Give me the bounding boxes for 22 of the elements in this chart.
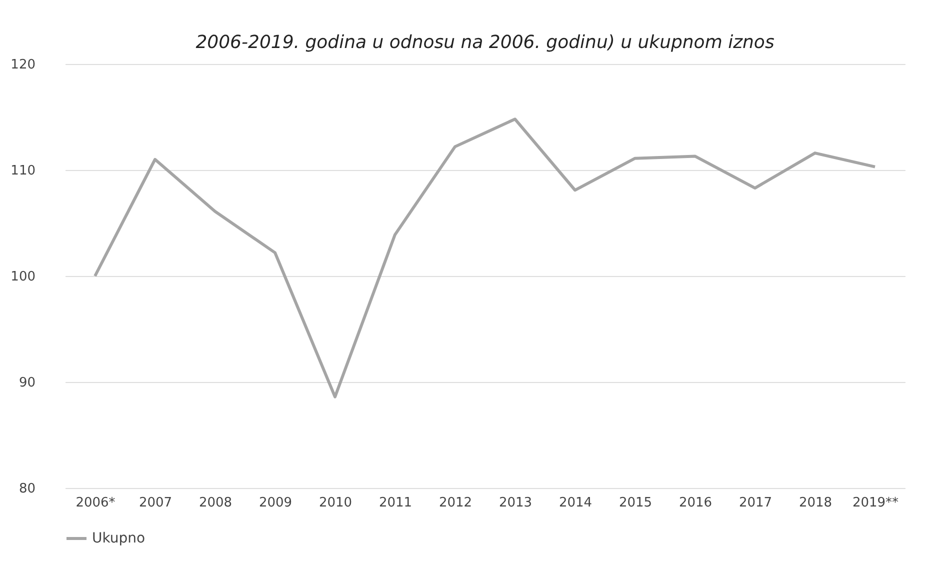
y-tick-label: 80 <box>18 482 36 496</box>
x-tick-label: 2011 <box>378 496 412 510</box>
x-tick-label: 2012 <box>438 496 472 510</box>
x-tick-label: 2015 <box>618 496 652 510</box>
x-tick-label: 2006* <box>76 496 116 510</box>
legend-label: Ukupno <box>92 530 146 546</box>
x-tick-label: 2014 <box>558 496 592 510</box>
x-tick-label: 2007 <box>138 496 172 510</box>
x-tick-label: 2009 <box>258 496 292 510</box>
chart-title: 2006-2019. godina u odnosu na 2006. godinu) u ukupnom iznos <box>196 32 774 53</box>
y-tick-label: 100 <box>10 270 36 284</box>
line-series <box>94 118 876 398</box>
x-tick-label: 2013 <box>498 496 532 510</box>
y-tick-label: 110 <box>10 164 36 178</box>
y-tick-label: 120 <box>10 58 36 72</box>
x-tick-label: 2017 <box>738 496 772 510</box>
x-tick-label: 2010 <box>318 496 352 510</box>
x-tick-label: 2016 <box>678 496 712 510</box>
x-tick-label: 2018 <box>798 496 832 510</box>
x-tick-label: 2008 <box>198 496 232 510</box>
x-tick-label: 2019** <box>852 496 900 510</box>
y-tick-label: 90 <box>18 376 36 390</box>
